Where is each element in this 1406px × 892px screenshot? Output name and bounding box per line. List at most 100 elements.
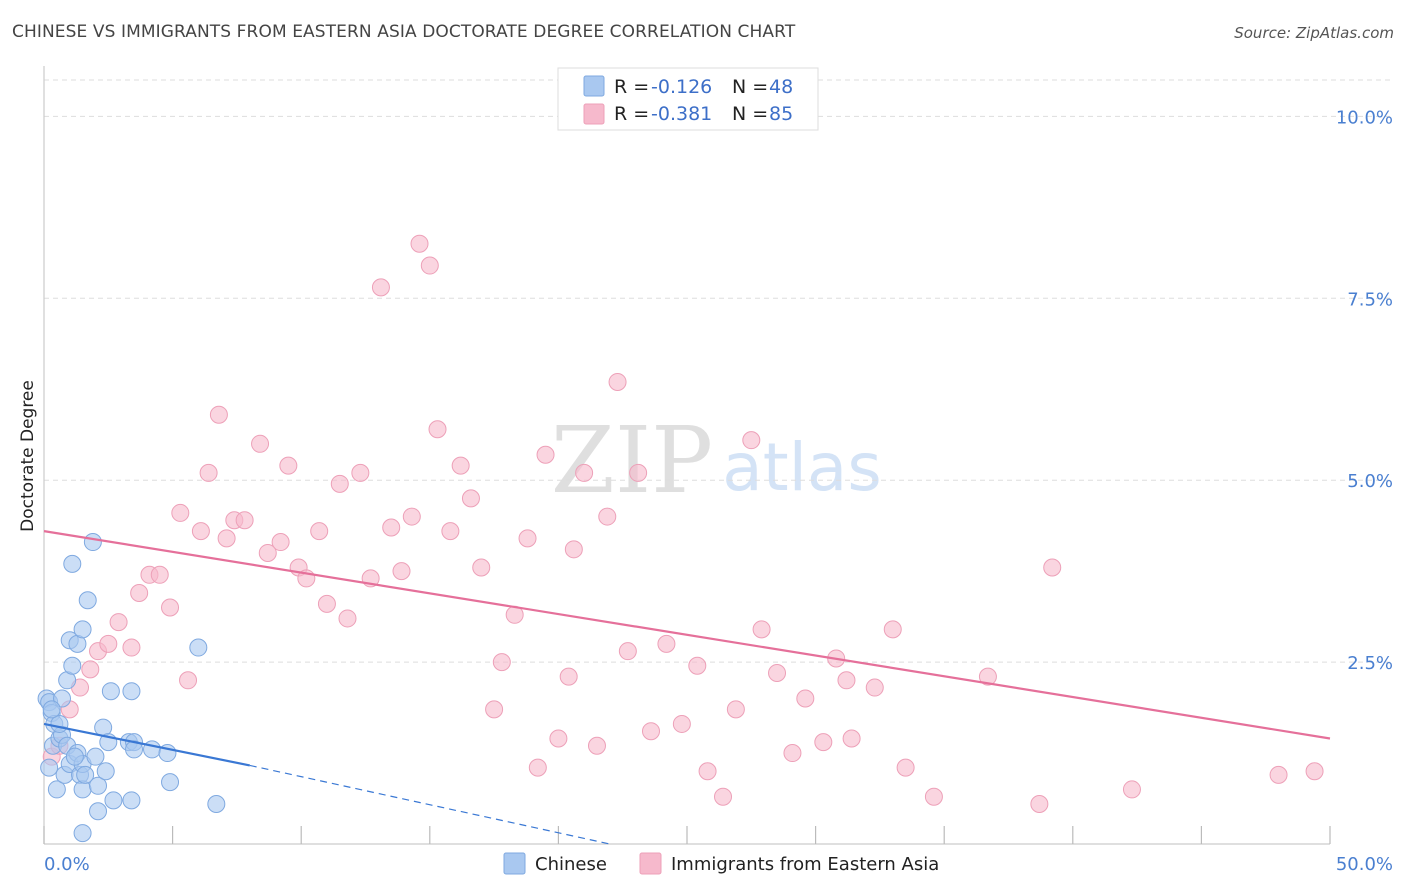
- immigrants-point-33: [371, 278, 390, 297]
- immigrants-point-40: [441, 522, 460, 541]
- immigrants-point-7: [109, 613, 128, 632]
- chinese-point-36: [122, 791, 141, 810]
- legend-r-label-chinese: R =: [614, 76, 649, 98]
- immigrants-point-27: [310, 522, 329, 541]
- immigrants-point-31: [351, 463, 370, 482]
- immigrants-point-82: [1122, 780, 1141, 799]
- immigrants-point-52: [564, 540, 583, 559]
- immigrants-point-77: [896, 758, 915, 777]
- immigrants-point-57: [618, 642, 637, 661]
- immigrants-point-70: [796, 689, 815, 708]
- immigrants-point-9: [130, 583, 149, 602]
- y-tick-labels: 2.5% 5.0% 7.5% 10.0%: [1336, 107, 1393, 674]
- immigrants-point-80: [1030, 794, 1049, 813]
- immigrants-point-42: [461, 489, 480, 508]
- immigrants-point-75: [865, 678, 884, 697]
- immigrants-point-62: [688, 656, 707, 675]
- immigrants-point-15: [191, 522, 210, 541]
- legend-swatch-chinese: [583, 75, 605, 97]
- immigrants-point-29: [330, 474, 349, 493]
- immigrants-point-58: [629, 463, 648, 482]
- legend-n-value-chinese: 48: [769, 76, 793, 98]
- y-tick-label-2: 7.5%: [1347, 289, 1393, 310]
- immigrants-point-37: [410, 234, 429, 253]
- y-tick-label-3: 10.0%: [1336, 107, 1393, 128]
- bottom-legend-label-immigrants: Immigrants from Eastern Asia: [671, 854, 939, 875]
- immigrants-point-81: [1043, 558, 1062, 577]
- chart-title: CHINESE VS IMMIGRANTS FROM EASTERN ASIA …: [12, 22, 796, 42]
- immigrants-point-21: [251, 434, 270, 453]
- axes: [43, 66, 1331, 845]
- immigrants-point-35: [392, 562, 411, 581]
- immigrants-point-45: [492, 653, 511, 672]
- trend-lines: [43, 530, 1331, 845]
- immigrants-point-39: [428, 420, 447, 439]
- immigrants-point-53: [575, 463, 594, 482]
- chinese-point-19: [73, 620, 92, 639]
- immigrants-point-6: [99, 634, 118, 653]
- immigrants-point-49: [536, 445, 555, 464]
- immigrants-point-61: [672, 714, 691, 733]
- immigrants-point-69: [783, 744, 802, 763]
- immigrants-point-64: [714, 787, 733, 806]
- immigrants-point-14: [179, 671, 198, 690]
- chinese-point-37: [122, 682, 141, 701]
- chinese-point-27: [89, 802, 108, 821]
- chinese-point-25: [83, 533, 102, 552]
- immigrants-point-56: [608, 372, 627, 391]
- chinese-point-38: [125, 740, 144, 759]
- chinese-point-44: [40, 758, 59, 777]
- chinese-point-23: [78, 591, 97, 610]
- immigrants-point-28: [317, 594, 336, 613]
- gridlines: [44, 79, 1392, 663]
- immigrants-point-24: [279, 456, 298, 475]
- chinese-point-15: [63, 554, 82, 573]
- immigrants-point-20: [235, 511, 254, 530]
- chinese-point-32: [104, 791, 123, 810]
- legend-n-label-immigrants: N =: [732, 103, 768, 125]
- x-tick-label-0: 0.0%: [44, 854, 90, 875]
- y-tick-label-0: 2.5%: [1347, 653, 1393, 674]
- chinese-point-47: [42, 700, 61, 719]
- immigrants-point-23: [271, 533, 290, 552]
- chinese-point-42: [189, 638, 208, 657]
- chinese-point-43: [207, 794, 226, 813]
- immigrants-point-78: [924, 787, 943, 806]
- chinese-point-33: [101, 682, 120, 701]
- bottom-legend-swatch-chinese: [503, 852, 526, 875]
- immigrants-point-36: [402, 507, 421, 526]
- series-immigrants-points: [42, 234, 1324, 813]
- chinese-point-14: [63, 656, 82, 675]
- bottom-legend-swatch-immigrants: [639, 852, 662, 875]
- immigrants-point-18: [217, 529, 236, 548]
- immigrants-point-71: [814, 733, 833, 752]
- source-label: Source: ZipAtlas.com: [1234, 24, 1394, 42]
- immigrants-point-76: [883, 620, 902, 639]
- immigrants-point-55: [598, 507, 617, 526]
- chinese-point-22: [76, 765, 95, 784]
- legend-swatch-immigrants: [583, 103, 605, 125]
- immigrants-point-51: [559, 667, 578, 686]
- immigrants-point-83: [1269, 765, 1288, 784]
- immigrants-point-34: [382, 518, 401, 537]
- immigrants-point-63: [698, 762, 717, 781]
- chinese-point-30: [96, 762, 115, 781]
- immigrants-point-43: [472, 558, 491, 577]
- watermark: ZIP atlas: [551, 407, 882, 514]
- immigrants-point-74: [842, 729, 861, 748]
- immigrants-point-65: [726, 700, 745, 719]
- immigrants-point-4: [81, 660, 100, 679]
- immigrants-point-54: [587, 736, 606, 755]
- immigrants-point-38: [420, 256, 439, 275]
- immigrants-trend-line: [43, 530, 1331, 740]
- immigrants-point-50: [549, 729, 568, 748]
- immigrants-point-79: [978, 667, 997, 686]
- chinese-point-28: [89, 776, 108, 795]
- legend-n-label-chinese: N =: [732, 76, 768, 98]
- immigrants-point-47: [518, 529, 537, 548]
- chinese-point-46: [65, 747, 84, 766]
- immigrants-point-12: [161, 598, 180, 617]
- chinese-point-26: [86, 747, 105, 766]
- immigrants-point-59: [641, 722, 660, 741]
